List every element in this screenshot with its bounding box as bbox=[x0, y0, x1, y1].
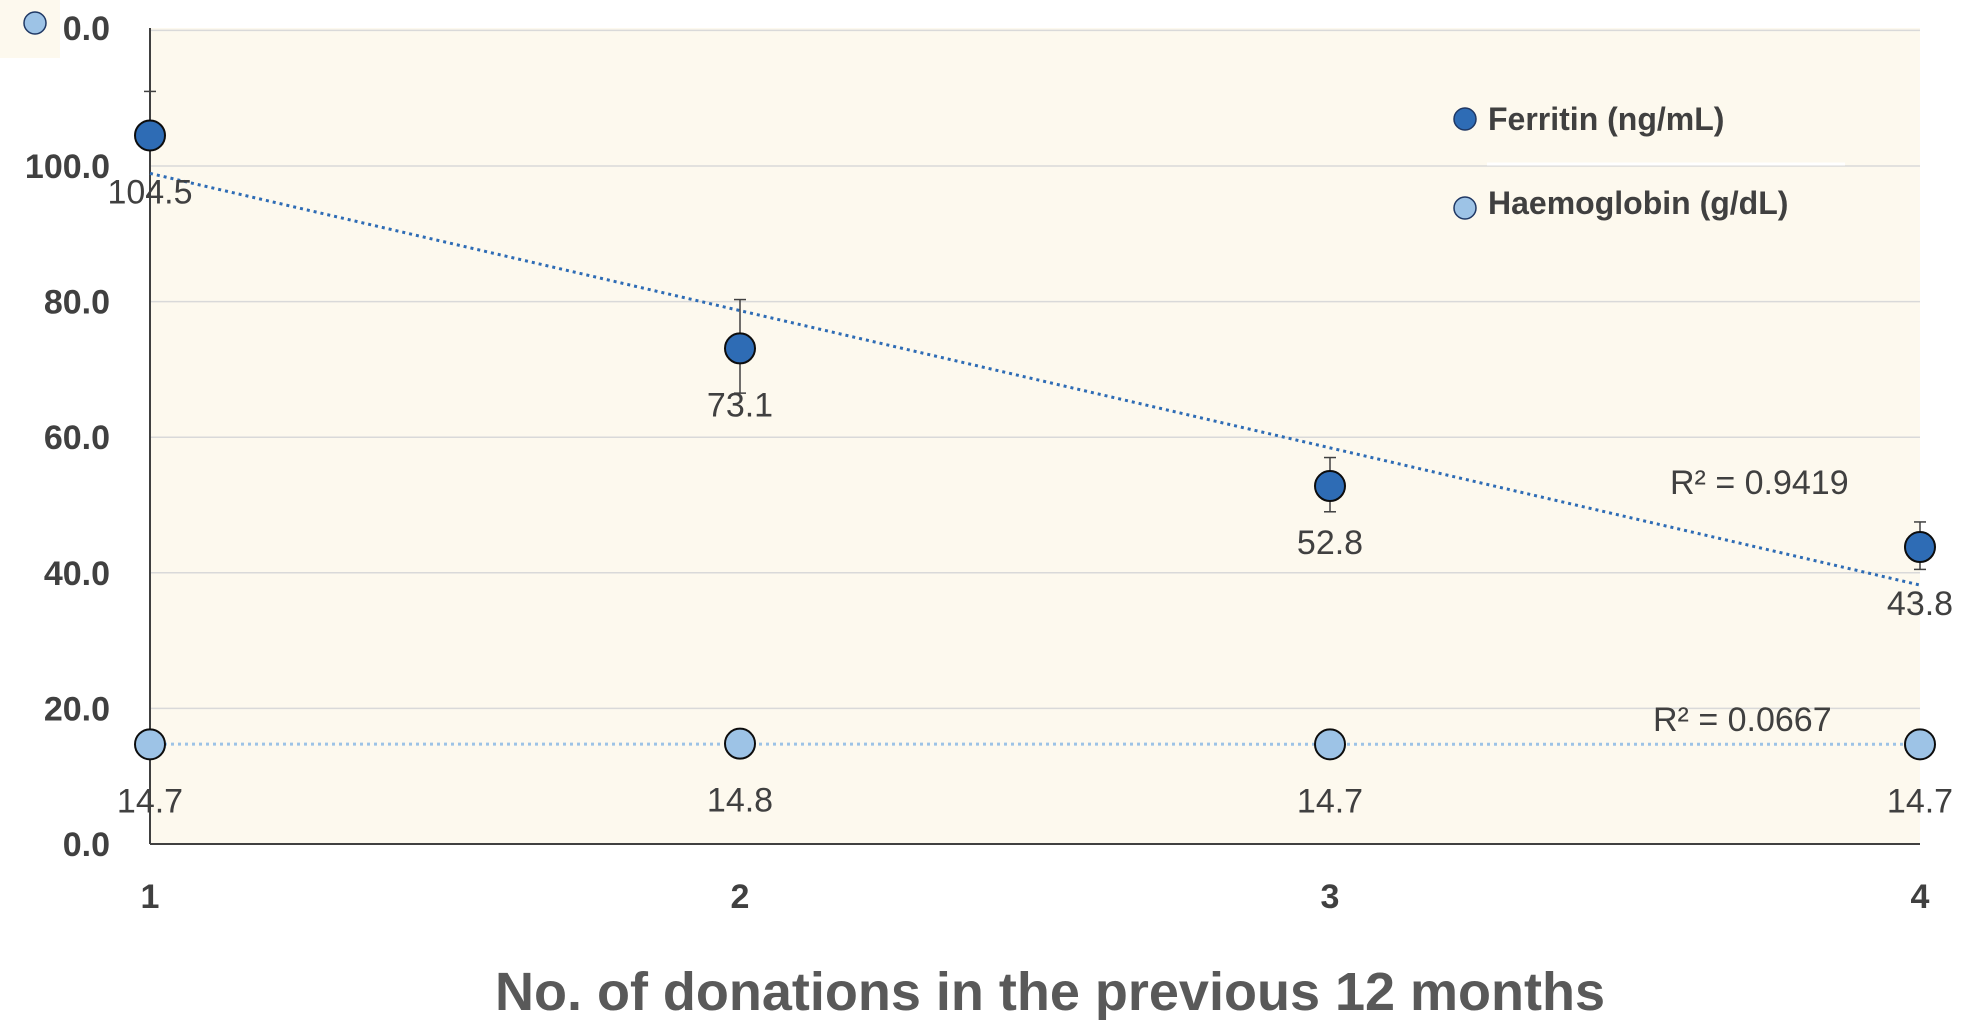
data-label-haemoglobin: 14.7 bbox=[1297, 782, 1363, 820]
data-point-ferritin bbox=[724, 332, 756, 365]
x-axis-title: No. of donations in the previous 12 mont… bbox=[495, 962, 1605, 1020]
legend-marker-haemoglobin bbox=[1453, 196, 1477, 220]
r2-label-ferritin: R² = 0.9419 bbox=[1670, 464, 1849, 502]
data-label-haemoglobin: 14.8 bbox=[707, 782, 773, 820]
trendline-ferritin bbox=[149, 171, 1921, 587]
legend-label-haemoglobin: Haemoglobin (g/dL) bbox=[1488, 185, 1788, 221]
data-point-haemoglobin bbox=[134, 728, 166, 761]
trendlines bbox=[149, 171, 1921, 746]
gridlines bbox=[150, 29, 1920, 710]
y-tick-label: 40.0 bbox=[44, 555, 110, 593]
y-tick-label: 0.0 bbox=[63, 826, 110, 864]
x-tick-label: 1 bbox=[141, 878, 160, 916]
y-tick-label: 20.0 bbox=[44, 690, 110, 728]
data-point-ferritin bbox=[1314, 470, 1346, 503]
legend-marker-top-left bbox=[23, 11, 47, 35]
r2-label-haemoglobin: R² = 0.0667 bbox=[1653, 701, 1832, 739]
data-label-ferritin: 43.8 bbox=[1887, 585, 1953, 623]
data-point-haemoglobin bbox=[1904, 728, 1936, 761]
data-label-haemoglobin: 14.7 bbox=[1887, 782, 1953, 820]
legend-label-ferritin: Ferritin (ng/mL) bbox=[1488, 101, 1724, 137]
x-tick-label: 3 bbox=[1321, 878, 1340, 916]
data-label-ferritin: 104.5 bbox=[107, 173, 192, 211]
data-label-haemoglobin: 14.7 bbox=[117, 782, 183, 820]
y-axis-ticks: 0.0 20.0 40.0 60.0 80.0 100.0 0.0 bbox=[25, 10, 110, 864]
y-tick-label: 80.0 bbox=[44, 284, 110, 322]
data-point-ferritin bbox=[134, 119, 166, 152]
data-point-haemoglobin bbox=[724, 727, 756, 760]
data-points bbox=[134, 119, 1936, 761]
legend: Ferritin (ng/mL) Haemoglobin (g/dL) bbox=[1453, 101, 1845, 221]
data-point-ferritin bbox=[1904, 531, 1936, 564]
data-point-haemoglobin bbox=[1314, 728, 1346, 761]
y-tick-label: 100.0 bbox=[25, 148, 110, 186]
x-tick-label: 2 bbox=[731, 878, 750, 916]
x-axis-ticks: 1 2 3 4 bbox=[141, 878, 1930, 916]
legend-marker-ferritin bbox=[1453, 107, 1477, 131]
data-label-ferritin: 52.8 bbox=[1297, 524, 1363, 562]
y-tick-label: 0.0 bbox=[63, 10, 110, 48]
x-tick-label: 4 bbox=[1911, 878, 1930, 916]
data-label-ferritin: 73.1 bbox=[707, 386, 773, 424]
data-labels: 104.5 73.1 52.8 43.8 14.7 14.8 14.7 14.7 bbox=[107, 173, 1953, 820]
y-tick-label: 60.0 bbox=[44, 419, 110, 457]
